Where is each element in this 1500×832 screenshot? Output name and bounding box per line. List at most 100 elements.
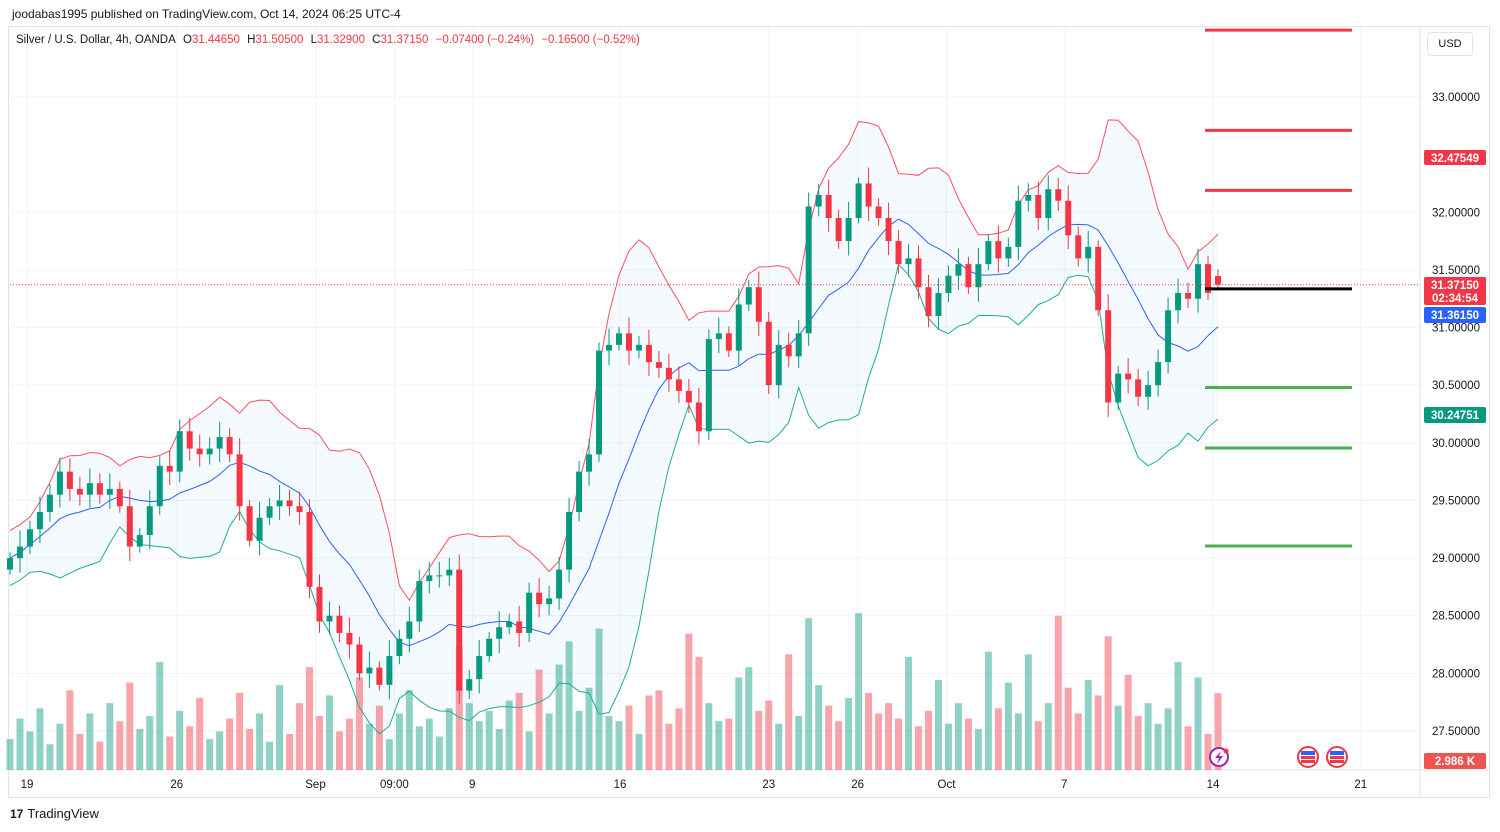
candle (286, 489, 293, 516)
volume-bar (485, 710, 493, 770)
candle-body (446, 569, 453, 576)
candle-body (865, 183, 872, 207)
bb-upper-price-text: 32.47549 (1431, 153, 1479, 165)
candle-body (246, 506, 253, 541)
volume-bar (1204, 734, 1212, 770)
candle-body (1005, 246, 1012, 259)
volume-bar (565, 641, 573, 770)
volume-bar (1124, 674, 1132, 770)
candle (665, 354, 672, 392)
time-tick-label: 26 (851, 779, 864, 791)
candle-body (166, 465, 173, 472)
candle (546, 586, 553, 616)
volume-bar (605, 716, 613, 770)
candle-body (186, 431, 193, 449)
time-tick-label: 19 (21, 779, 34, 791)
candle (1015, 185, 1022, 261)
candle-body (546, 598, 553, 605)
candle-body (296, 506, 303, 512)
candle-body (1085, 246, 1092, 259)
candle-body (805, 206, 812, 334)
candle (805, 192, 812, 346)
brand-name: TradingView (27, 806, 99, 821)
volume-bar (1164, 708, 1172, 770)
candle-body (695, 402, 702, 432)
candle (1115, 365, 1122, 410)
volume-bar (445, 708, 453, 770)
volume-bar (1114, 705, 1122, 770)
candle-body (655, 362, 662, 368)
candle (1185, 282, 1192, 309)
volume-bar (715, 721, 723, 770)
candle (1195, 248, 1202, 313)
candle-body (935, 292, 942, 317)
volume-bar (186, 726, 194, 770)
candle-body (925, 287, 932, 317)
candle (56, 457, 63, 508)
candle (136, 528, 143, 553)
candle-body (86, 483, 93, 495)
candle-body (685, 390, 692, 403)
currency-button[interactable]: USD (1427, 32, 1473, 56)
candle-body (645, 344, 652, 363)
volume-bar (785, 654, 793, 770)
candle-body (576, 471, 583, 512)
close-value: 31.37150 (380, 34, 429, 46)
volume-bar (735, 677, 743, 770)
candle-body (536, 592, 543, 605)
candle (326, 601, 333, 635)
candle-body (1045, 189, 1052, 219)
candle-body (286, 500, 293, 507)
bb-lower-price-badge (1424, 407, 1486, 423)
candle (76, 476, 83, 506)
candle (426, 561, 433, 594)
volume-bar (1094, 695, 1102, 770)
candle-body (885, 218, 892, 242)
us-flag-event-icon (1326, 746, 1348, 768)
candle (1135, 369, 1142, 407)
candle (885, 202, 892, 255)
volume-bar (1044, 703, 1052, 770)
price-tick-label: 30.00000 (1432, 438, 1480, 450)
high-label: H (247, 34, 256, 46)
candle (755, 271, 762, 336)
volume-bar (665, 723, 673, 770)
volume-bar (56, 723, 64, 770)
candle-body (396, 638, 403, 657)
candle-body (366, 667, 373, 674)
time-tick-label: Sep (305, 779, 325, 791)
flag-stripe (1301, 756, 1315, 759)
volume-bar (974, 728, 982, 770)
bollinger-basis-line (9, 218, 1219, 647)
candle (675, 366, 682, 403)
volume-bar (525, 731, 533, 770)
candle (875, 198, 882, 226)
price-tick-label: 29.50000 (1432, 495, 1480, 507)
candle-body (76, 488, 83, 495)
volume-bar (256, 713, 264, 770)
candle (516, 605, 523, 648)
candle-body (915, 258, 922, 288)
bb-basis-price-text: 31.36150 (1431, 310, 1479, 322)
volume-bar (355, 677, 363, 770)
time-tick-label: 26 (170, 779, 183, 791)
candle-body (745, 287, 752, 305)
price-tick-label: 27.50000 (1432, 726, 1480, 738)
symbol-title[interactable]: Silver / U.S. Dollar, 4h, OANDA (16, 34, 176, 46)
us-flag-event-icon (1297, 746, 1319, 768)
candle-body (266, 506, 273, 518)
volume-bar (1174, 662, 1182, 770)
volume-bar (845, 698, 853, 770)
tradingview-logo[interactable]: 17 TradingView (10, 806, 99, 821)
volume-bar (1134, 716, 1142, 770)
candle (446, 558, 453, 586)
candle-body (206, 448, 213, 455)
volume-bar (156, 662, 164, 770)
candle-body (126, 506, 133, 547)
candle-body (1155, 362, 1162, 386)
candle-body (456, 569, 463, 691)
candle (486, 632, 493, 663)
candle-body (1135, 379, 1142, 397)
volume-bar (315, 716, 323, 770)
